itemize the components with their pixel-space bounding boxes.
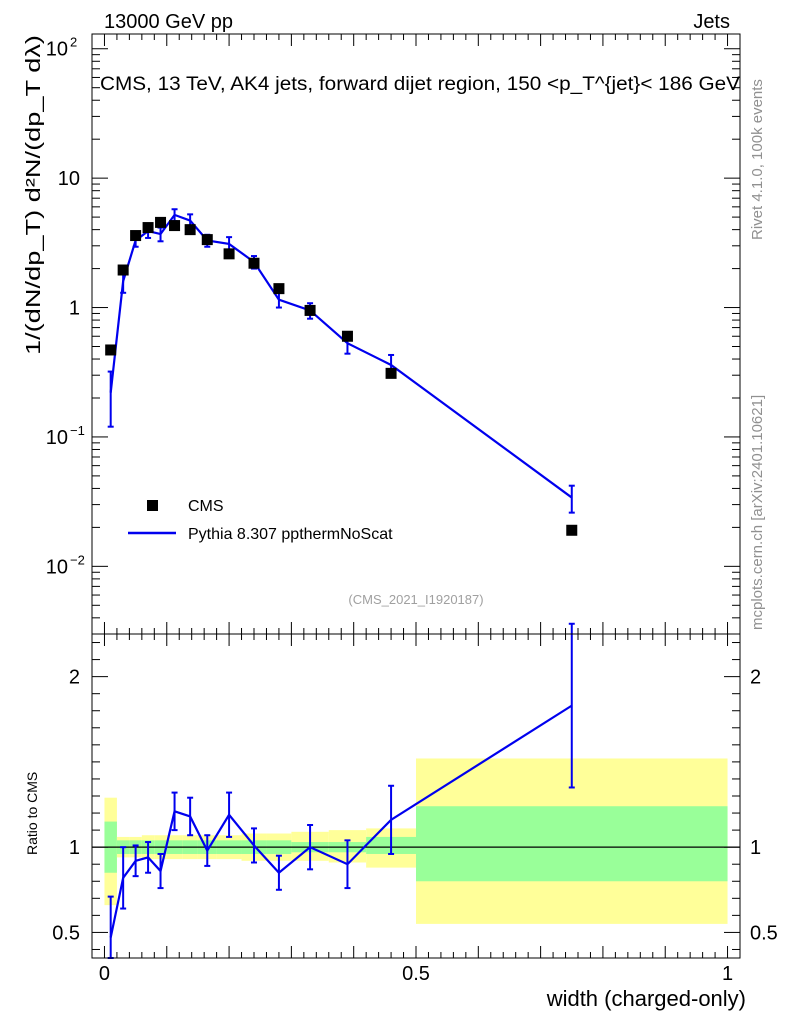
cms-data-point (223, 248, 235, 260)
source-label: mcplots.cern.ch [arXiv:2401.10621] (749, 395, 766, 630)
ratio-y-axis-label: Ratio to CMS (24, 772, 40, 855)
y-tick-exponent: 2 (70, 35, 77, 50)
y-tick-label-main: 10 (58, 168, 80, 190)
legend-cms-label: CMS (188, 498, 224, 515)
cms-data-point (184, 224, 196, 236)
y-tick-label-ratio-right: 1 (750, 837, 761, 859)
cms-data-point (304, 304, 316, 316)
y-tick-exponent: −1 (70, 423, 85, 438)
cms-data-point (273, 283, 285, 295)
rivet-version-label: Rivet 4.1.0, 100k events (749, 79, 766, 240)
y-tick-label-ratio: 0.5 (52, 922, 80, 944)
header-energy-label: 13000 GeV pp (104, 11, 233, 33)
cms-data-point (341, 330, 353, 342)
x-tick-label: 0.5 (402, 963, 430, 985)
cms-data-point (142, 222, 154, 234)
y-tick-label-main: 10 (46, 39, 68, 61)
cms-data-point (155, 216, 167, 228)
x-tick-label: 1 (722, 963, 733, 985)
cms-data-point (105, 344, 117, 356)
cms-data-point (130, 230, 142, 242)
mc-series-main (107, 208, 575, 514)
y-tick-label-main: 10 (46, 427, 68, 449)
cms-data-point (169, 220, 181, 232)
analysis-watermark: (CMS_2021_I1920187) (348, 592, 483, 607)
cms-data-point (385, 367, 397, 379)
x-tick-label: 0 (99, 963, 110, 985)
ratio-error-bands (104, 758, 728, 924)
cms-data-point (117, 264, 129, 276)
y-tick-label-main: 10 (46, 556, 68, 578)
main-frame (91, 33, 741, 635)
y-tick-label-ratio: 2 (69, 667, 80, 689)
plot-title: CMS, 13 TeV, AK4 jets, forward dijet reg… (100, 74, 740, 95)
cms-data-point (566, 524, 578, 536)
mc-line-main (109, 213, 573, 499)
y-tick-label-main: 1 (69, 298, 80, 320)
cms-data-series (105, 216, 578, 536)
x-axis-label: width (charged-only) (546, 986, 746, 1011)
y-tick-label-ratio-right: 0.5 (750, 922, 778, 944)
y-tick-label-ratio: 1 (69, 837, 80, 859)
y-tick-label-ratio-right: 2 (750, 667, 761, 689)
main-y-axis-label: 1/(dN/dp_T) d²N/(dp_T dλ) (23, 35, 45, 355)
ratio-band-inner (416, 806, 728, 882)
legend-cms-marker (147, 500, 158, 511)
y-tick-exponent: −2 (70, 552, 85, 567)
legend: CMS Pythia 8.307 ppthermNoScat (128, 498, 393, 543)
header-jets-label: Jets (693, 11, 730, 33)
legend-mc-label: Pythia 8.307 ppthermNoScat (188, 526, 393, 543)
cms-data-point (248, 257, 260, 269)
cms-data-point (201, 234, 213, 246)
mc-series-ratio (107, 622, 575, 959)
